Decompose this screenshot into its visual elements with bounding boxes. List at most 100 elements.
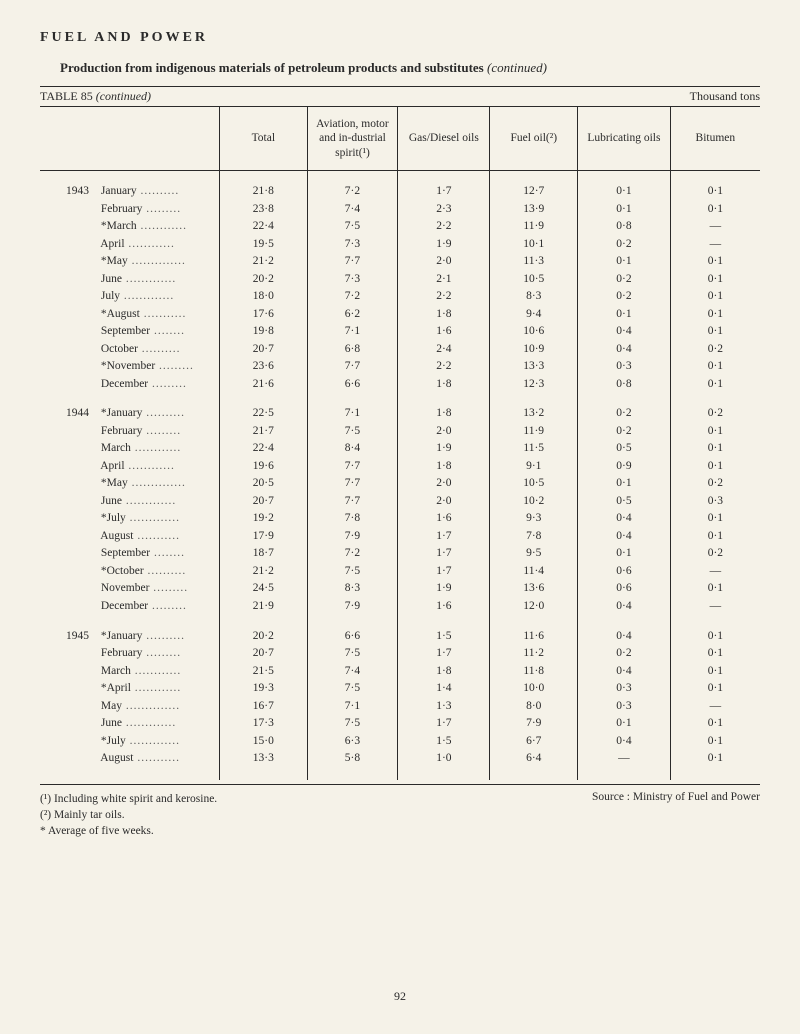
value-cell: 0·1 bbox=[670, 440, 760, 458]
source: Source : Ministry of Fuel and Power bbox=[592, 791, 760, 839]
value-cell: 11·9 bbox=[490, 423, 578, 441]
page-number: 92 bbox=[40, 989, 760, 1004]
month-cell: September ........ bbox=[40, 545, 219, 563]
value-cell: 19·5 bbox=[219, 236, 307, 254]
value-cell: 6·6 bbox=[307, 376, 398, 394]
table-row: April ............19·57·31·910·10·2— bbox=[40, 236, 760, 254]
value-cell: 0·1 bbox=[670, 271, 760, 289]
table-row: February .........23·87·42·313·90·10·1 bbox=[40, 201, 760, 219]
value-cell: 19·8 bbox=[219, 323, 307, 341]
value-cell: 2·0 bbox=[398, 475, 490, 493]
value-cell: 1·8 bbox=[398, 663, 490, 681]
table-row: September ........19·87·11·610·60·40·1 bbox=[40, 323, 760, 341]
value-cell: 0·6 bbox=[578, 563, 671, 581]
month-cell: *July ............. bbox=[40, 510, 219, 528]
value-cell: 2·1 bbox=[398, 271, 490, 289]
value-cell: 2·0 bbox=[398, 493, 490, 511]
value-cell: 0·4 bbox=[578, 598, 671, 616]
value-cell: 23·8 bbox=[219, 201, 307, 219]
value-cell: 0·1 bbox=[670, 423, 760, 441]
value-cell: 0·2 bbox=[670, 475, 760, 493]
value-cell: 7·5 bbox=[307, 715, 398, 733]
value-cell: 0·1 bbox=[578, 201, 671, 219]
data-table: Total Aviation, motor and in-dustrial sp… bbox=[40, 107, 760, 780]
value-cell: 13·3 bbox=[490, 358, 578, 376]
value-cell: 0·1 bbox=[670, 715, 760, 733]
month-cell: December ......... bbox=[40, 598, 219, 616]
value-cell: 10·1 bbox=[490, 236, 578, 254]
value-cell: 9·1 bbox=[490, 458, 578, 476]
month-cell: May .............. bbox=[40, 698, 219, 716]
value-cell: 0·3 bbox=[578, 680, 671, 698]
value-cell: 1·8 bbox=[398, 405, 490, 423]
value-cell: 0·1 bbox=[578, 545, 671, 563]
value-cell: 0·1 bbox=[670, 580, 760, 598]
value-cell: 2·3 bbox=[398, 201, 490, 219]
month-cell: *July ............. bbox=[40, 733, 219, 751]
month-cell: October .......... bbox=[40, 341, 219, 359]
month-cell: *October .......... bbox=[40, 563, 219, 581]
value-cell: 2·0 bbox=[398, 423, 490, 441]
col-header-blank bbox=[40, 107, 219, 171]
value-cell: 22·5 bbox=[219, 405, 307, 423]
value-cell: 21·7 bbox=[219, 423, 307, 441]
value-cell: 0·4 bbox=[578, 341, 671, 359]
table-row: *May ..............21·27·72·011·30·10·1 bbox=[40, 253, 760, 271]
value-cell: 9·3 bbox=[490, 510, 578, 528]
value-cell: 23·6 bbox=[219, 358, 307, 376]
value-cell: 0·1 bbox=[670, 306, 760, 324]
value-cell: 8·0 bbox=[490, 698, 578, 716]
value-cell: 21·8 bbox=[219, 183, 307, 201]
table-row: June .............17·37·51·77·90·10·1 bbox=[40, 715, 760, 733]
month-cell: August ........... bbox=[40, 528, 219, 546]
value-cell: 0·1 bbox=[670, 528, 760, 546]
value-cell: 9·5 bbox=[490, 545, 578, 563]
value-cell: 0·1 bbox=[670, 628, 760, 646]
value-cell: 0·2 bbox=[578, 271, 671, 289]
table-row: February .........20·77·51·711·20·20·1 bbox=[40, 645, 760, 663]
table-number-continued: (continued) bbox=[96, 89, 151, 103]
value-cell: 20·2 bbox=[219, 271, 307, 289]
value-cell: 19·6 bbox=[219, 458, 307, 476]
value-cell: 0·1 bbox=[578, 306, 671, 324]
table-label-row: TABLE 85 (continued) Thousand tons bbox=[40, 86, 760, 107]
table-row: June .............20·27·32·110·50·20·1 bbox=[40, 271, 760, 289]
month-cell: *May .............. bbox=[40, 475, 219, 493]
value-cell: 0·8 bbox=[578, 376, 671, 394]
value-cell: 0·1 bbox=[670, 458, 760, 476]
value-cell: 7·5 bbox=[307, 680, 398, 698]
month-cell: December ......... bbox=[40, 376, 219, 394]
col-header-aviation: Aviation, motor and in-dustrial spirit(¹… bbox=[307, 107, 398, 171]
value-cell: — bbox=[670, 218, 760, 236]
value-cell: 7·5 bbox=[307, 218, 398, 236]
value-cell: 11·2 bbox=[490, 645, 578, 663]
value-cell: 17·3 bbox=[219, 715, 307, 733]
value-cell: 7·2 bbox=[307, 288, 398, 306]
table-row: *March ............22·47·52·211·90·8— bbox=[40, 218, 760, 236]
value-cell: 21·5 bbox=[219, 663, 307, 681]
month-cell: *May .............. bbox=[40, 253, 219, 271]
table-row: December .........21·66·61·812·30·80·1 bbox=[40, 376, 760, 394]
value-cell: 0·4 bbox=[578, 323, 671, 341]
value-cell: 1·7 bbox=[398, 715, 490, 733]
value-cell: 0·3 bbox=[578, 358, 671, 376]
table-row: *October ..........21·27·51·711·40·6— bbox=[40, 563, 760, 581]
month-cell: 1944 *January .......... bbox=[40, 405, 219, 423]
value-cell: 1·8 bbox=[398, 376, 490, 394]
col-header-bitumen: Bitumen bbox=[670, 107, 760, 171]
value-cell: 0·4 bbox=[578, 733, 671, 751]
value-cell: 24·5 bbox=[219, 580, 307, 598]
value-cell: 7·8 bbox=[307, 510, 398, 528]
value-cell: 1·6 bbox=[398, 323, 490, 341]
col-header-lubricating: Lubricating oils bbox=[578, 107, 671, 171]
table-row: *April ............19·37·51·410·00·30·1 bbox=[40, 680, 760, 698]
value-cell: 2·2 bbox=[398, 218, 490, 236]
value-cell: 7·7 bbox=[307, 253, 398, 271]
value-cell: 20·7 bbox=[219, 645, 307, 663]
value-cell: 11·8 bbox=[490, 663, 578, 681]
value-cell: 0·2 bbox=[578, 405, 671, 423]
table-row: August ...........17·97·91·77·80·40·1 bbox=[40, 528, 760, 546]
month-cell: February ......... bbox=[40, 201, 219, 219]
value-cell: 0·3 bbox=[578, 698, 671, 716]
value-cell: 1·9 bbox=[398, 236, 490, 254]
